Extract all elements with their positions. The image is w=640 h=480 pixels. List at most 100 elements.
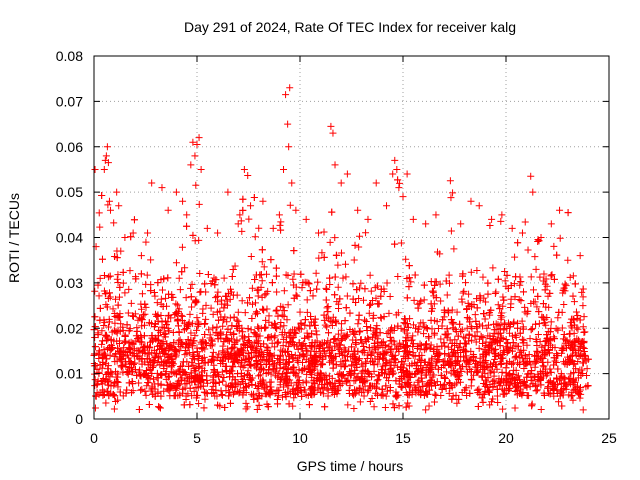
roti-point <box>245 372 253 380</box>
roti-point <box>509 371 517 379</box>
roti-point <box>405 362 413 370</box>
roti-point <box>343 292 351 300</box>
roti-point <box>514 359 522 367</box>
roti-point <box>241 309 249 317</box>
roti-point <box>254 323 262 331</box>
roti-point <box>222 331 230 339</box>
roti-point <box>265 318 273 326</box>
roti-point <box>114 278 122 286</box>
roti-point <box>448 306 456 314</box>
roti-point <box>334 330 342 338</box>
roti-point <box>417 369 425 377</box>
roti-point <box>188 342 196 350</box>
roti-point <box>141 387 149 395</box>
roti-point <box>441 330 449 338</box>
roti-point <box>137 315 145 323</box>
roti-point <box>369 333 377 341</box>
roti-point <box>301 316 309 324</box>
roti-point <box>521 218 529 226</box>
roti-point <box>260 306 268 314</box>
roti-point <box>500 296 508 304</box>
roti-point <box>430 398 438 406</box>
roti-point <box>473 304 481 312</box>
roti-point <box>309 292 317 300</box>
roti-point <box>377 285 385 293</box>
roti-point <box>154 311 162 319</box>
roti-point <box>410 381 418 389</box>
roti-point <box>335 300 343 308</box>
roti-point <box>219 357 227 365</box>
roti-point <box>523 383 531 391</box>
roti-point <box>226 314 234 322</box>
roti-peak-point <box>288 179 296 187</box>
roti-point <box>380 313 388 321</box>
roti-point <box>260 381 268 389</box>
roti-peak-point <box>203 224 211 232</box>
roti-point <box>541 349 549 357</box>
y-tick-label: 0.07 <box>56 93 83 109</box>
roti-point <box>547 272 555 280</box>
roti-peak-point <box>547 220 555 228</box>
roti-point <box>272 264 280 272</box>
roti-point <box>382 382 390 390</box>
roti-point <box>91 343 99 351</box>
roti-point <box>177 342 185 350</box>
roti-point <box>560 331 568 339</box>
roti-point <box>96 304 104 312</box>
roti-point <box>272 324 280 332</box>
roti-point <box>166 380 174 388</box>
roti-point <box>379 354 387 362</box>
roti-point <box>360 392 368 400</box>
roti-point <box>247 252 255 260</box>
roti-point <box>462 363 470 371</box>
roti-point <box>351 347 359 355</box>
roti-point <box>358 339 366 347</box>
roti-point <box>96 316 104 324</box>
roti-point <box>411 352 419 360</box>
roti-point <box>466 318 474 326</box>
roti-point <box>245 215 253 223</box>
roti-point <box>290 247 298 255</box>
roti-point <box>193 298 201 306</box>
roti-point <box>496 305 504 313</box>
roti-point <box>224 336 232 344</box>
roti-point <box>519 325 527 333</box>
roti-point <box>412 324 420 332</box>
roti-point <box>542 337 550 345</box>
roti-point <box>213 392 221 400</box>
roti-point <box>141 346 149 354</box>
roti-point <box>521 303 529 311</box>
roti-point <box>115 293 123 301</box>
roti-point <box>267 256 275 264</box>
roti-point <box>566 356 574 364</box>
roti-point <box>550 361 558 369</box>
roti-point <box>527 273 535 281</box>
roti-point <box>96 223 104 231</box>
roti-point <box>292 370 300 378</box>
roti-point <box>228 335 236 343</box>
roti-point <box>439 316 447 324</box>
roti-point <box>223 297 231 305</box>
roti-peak-point <box>564 256 572 264</box>
roti-point <box>375 372 383 380</box>
roti-point <box>403 349 411 357</box>
roti-point <box>546 289 554 297</box>
roti-point <box>573 315 581 323</box>
roti-point <box>467 375 475 383</box>
roti-peak-point <box>432 211 440 219</box>
roti-point <box>247 362 255 370</box>
roti-point <box>480 310 488 318</box>
roti-point <box>117 363 125 371</box>
roti-point <box>290 390 298 398</box>
roti-point <box>174 381 182 389</box>
roti-point <box>276 356 284 364</box>
roti-point <box>386 326 394 334</box>
roti-point <box>254 292 262 300</box>
roti-peak-point <box>106 206 114 214</box>
roti-point <box>198 372 206 380</box>
roti-point <box>526 335 534 343</box>
roti-peak-point <box>422 220 430 228</box>
roti-point <box>504 284 512 292</box>
roti-point <box>239 376 247 384</box>
roti-point <box>363 327 371 335</box>
